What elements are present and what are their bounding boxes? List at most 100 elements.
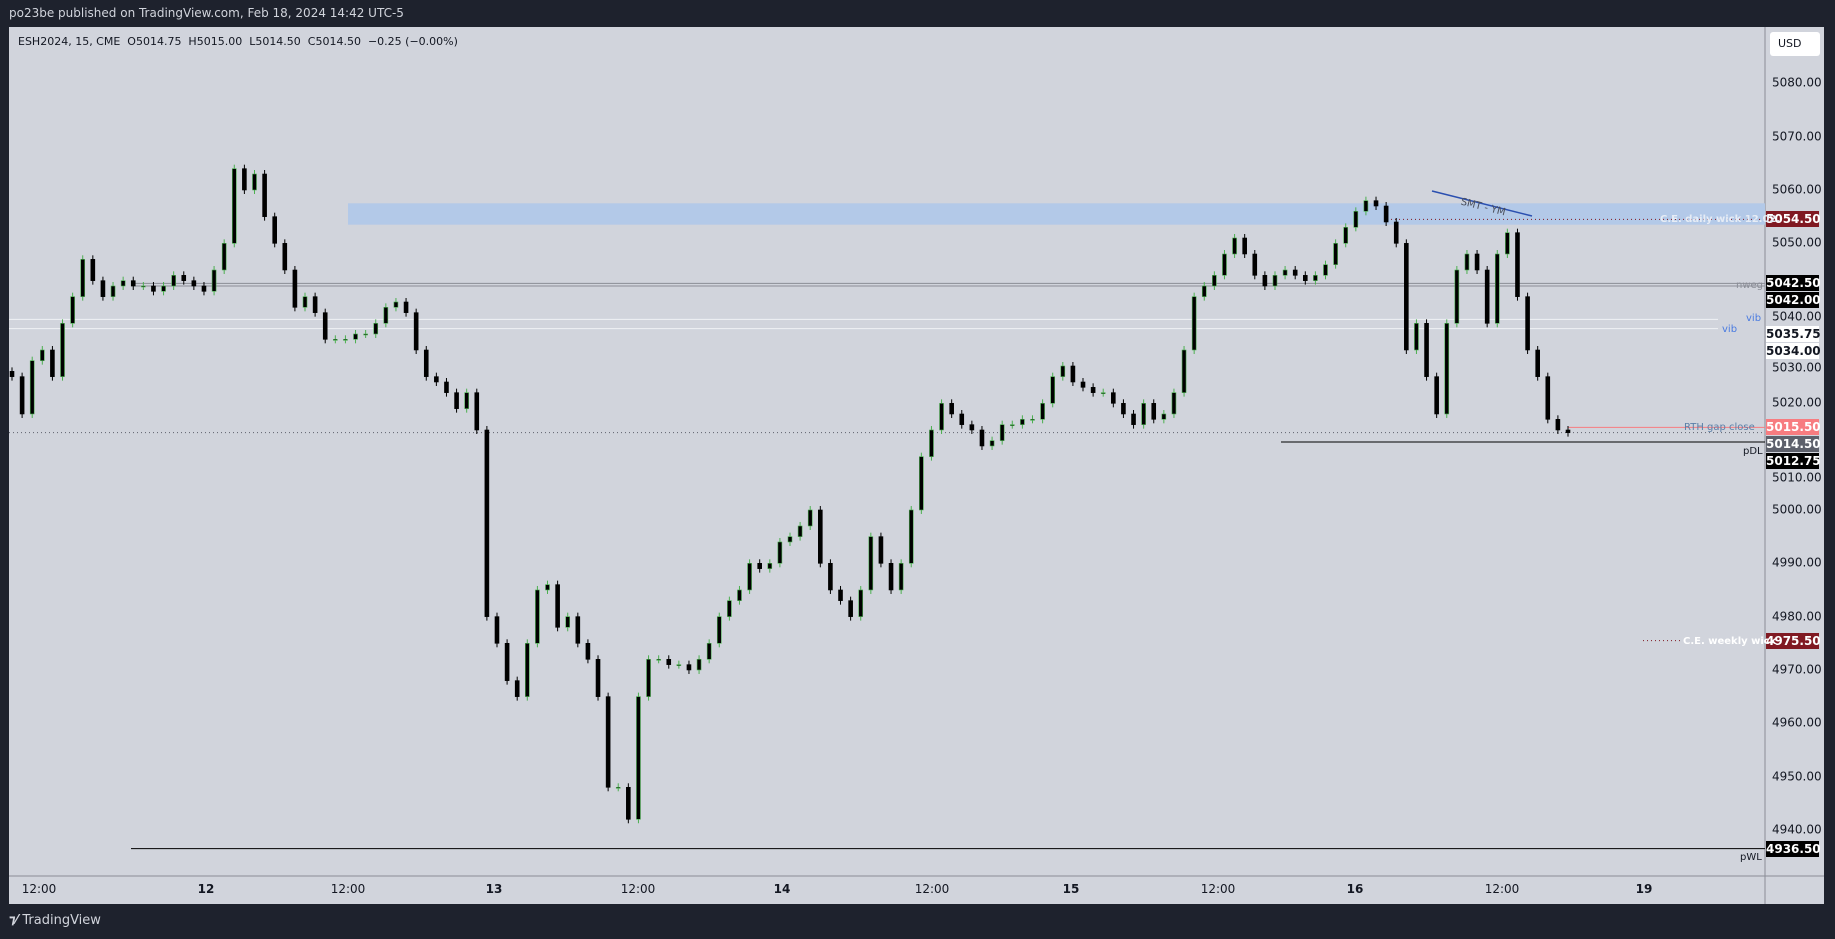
candle-body bbox=[969, 424, 975, 431]
time-tick: 12:00 bbox=[1200, 882, 1236, 896]
candle-body bbox=[1292, 269, 1298, 276]
candle-body bbox=[818, 509, 823, 564]
candle-body bbox=[484, 429, 490, 617]
candle-body bbox=[737, 589, 742, 601]
candle-body bbox=[1171, 392, 1177, 415]
candle-body bbox=[454, 392, 459, 409]
candle-body bbox=[171, 275, 176, 287]
candle-body bbox=[858, 589, 864, 617]
price-tick: 5000.00 bbox=[1772, 502, 1822, 517]
tradingview-logo[interactable]: ⁊⁄ TradingView bbox=[9, 913, 101, 928]
candle-body bbox=[545, 584, 550, 591]
candle-body bbox=[878, 536, 884, 564]
brand-text: TradingView bbox=[22, 913, 101, 928]
time-tick: 12:00 bbox=[620, 882, 656, 896]
candle-body bbox=[919, 456, 924, 511]
candle-body bbox=[535, 589, 540, 644]
price-tag: 5035.75 bbox=[1766, 326, 1821, 343]
candle-body bbox=[434, 376, 439, 383]
price-tick: 4950.00 bbox=[1772, 769, 1822, 784]
candle-body bbox=[413, 312, 419, 351]
candle-body bbox=[1161, 413, 1167, 420]
candle-body bbox=[19, 376, 25, 415]
candle-body bbox=[524, 643, 530, 697]
candle-body bbox=[1100, 392, 1106, 394]
candle-body bbox=[1020, 419, 1025, 425]
candle-body bbox=[1070, 365, 1076, 383]
price-tick: 5040.00 bbox=[1772, 309, 1822, 324]
candle-body bbox=[383, 307, 389, 324]
candle-body bbox=[656, 659, 661, 661]
candle-body bbox=[1555, 419, 1561, 431]
price-tag: 5042.50 bbox=[1766, 275, 1821, 292]
time-tick: 12:00 bbox=[914, 882, 950, 896]
candle-body bbox=[1181, 349, 1187, 393]
time-tick: 16 bbox=[1346, 882, 1364, 896]
price-tick: 4980.00 bbox=[1772, 609, 1822, 624]
smt-line bbox=[1431, 190, 1533, 217]
candle-body bbox=[474, 392, 480, 431]
candle-body bbox=[1424, 323, 1429, 377]
candle-body bbox=[1121, 403, 1126, 415]
candle-body bbox=[80, 259, 86, 297]
candle-body bbox=[322, 312, 328, 340]
candle-body bbox=[1383, 205, 1389, 223]
vib-label-1: vib bbox=[1746, 313, 1762, 324]
candle-body bbox=[797, 525, 803, 537]
price-tick: 5050.00 bbox=[1772, 235, 1822, 250]
price-tag: 5042.00 bbox=[1766, 292, 1821, 309]
candle-body bbox=[120, 280, 126, 287]
price-tick: 5010.00 bbox=[1772, 470, 1822, 485]
candle-body bbox=[1201, 285, 1207, 297]
candle-body bbox=[1373, 200, 1379, 207]
time-tick: 12:00 bbox=[21, 882, 57, 896]
time-tick: 12 bbox=[197, 882, 215, 896]
candle-body bbox=[1141, 403, 1146, 425]
candle-body bbox=[353, 333, 358, 340]
tv-logo-icon: ⁊⁄ bbox=[9, 913, 23, 928]
candle-body bbox=[211, 269, 217, 292]
candle-body bbox=[1404, 243, 1409, 351]
candle-body bbox=[141, 285, 146, 288]
candle-body bbox=[706, 643, 712, 660]
price-tag: 4975.50 bbox=[1766, 632, 1821, 649]
candle-body bbox=[1222, 253, 1227, 276]
time-tick: 14 bbox=[773, 882, 791, 896]
candle-body bbox=[373, 323, 379, 335]
chart-panel[interactable] bbox=[9, 27, 1824, 904]
candle-body bbox=[1151, 403, 1157, 420]
candle-body bbox=[464, 392, 469, 409]
candle-body bbox=[1040, 403, 1045, 420]
candle-body bbox=[605, 696, 611, 788]
candle-body bbox=[828, 563, 833, 591]
candle-body bbox=[494, 616, 500, 644]
price-tag: 5012.75 bbox=[1766, 453, 1821, 470]
candle-body bbox=[1262, 275, 1268, 287]
candle-body bbox=[747, 563, 752, 591]
candle-body bbox=[9, 371, 15, 377]
candle-body bbox=[888, 563, 894, 591]
candle-body bbox=[1252, 253, 1258, 276]
vib-label-2: vib bbox=[1722, 324, 1738, 335]
candle-body bbox=[1090, 387, 1096, 393]
candle-body bbox=[363, 333, 368, 336]
candle-body bbox=[40, 349, 45, 361]
rth-gap-label: RTH gap close bbox=[1684, 422, 1755, 433]
candle-body bbox=[1494, 253, 1500, 324]
price-tick: 5020.00 bbox=[1772, 395, 1822, 410]
price-tick: 4940.00 bbox=[1772, 822, 1822, 837]
currency-button[interactable]: USD bbox=[1770, 32, 1820, 56]
candle-body bbox=[838, 589, 843, 601]
candle-body bbox=[50, 349, 55, 377]
candle-body bbox=[1565, 429, 1571, 433]
candle-body bbox=[868, 536, 874, 591]
price-tag: 5034.00 bbox=[1766, 343, 1821, 360]
time-tick: 12:00 bbox=[1484, 882, 1520, 896]
candle-body bbox=[615, 786, 621, 789]
candle-body bbox=[1505, 232, 1510, 255]
candle-body bbox=[1535, 349, 1540, 377]
price-tick: 5080.00 bbox=[1772, 75, 1822, 90]
candle-body bbox=[757, 563, 762, 569]
candle-body bbox=[1212, 275, 1217, 287]
